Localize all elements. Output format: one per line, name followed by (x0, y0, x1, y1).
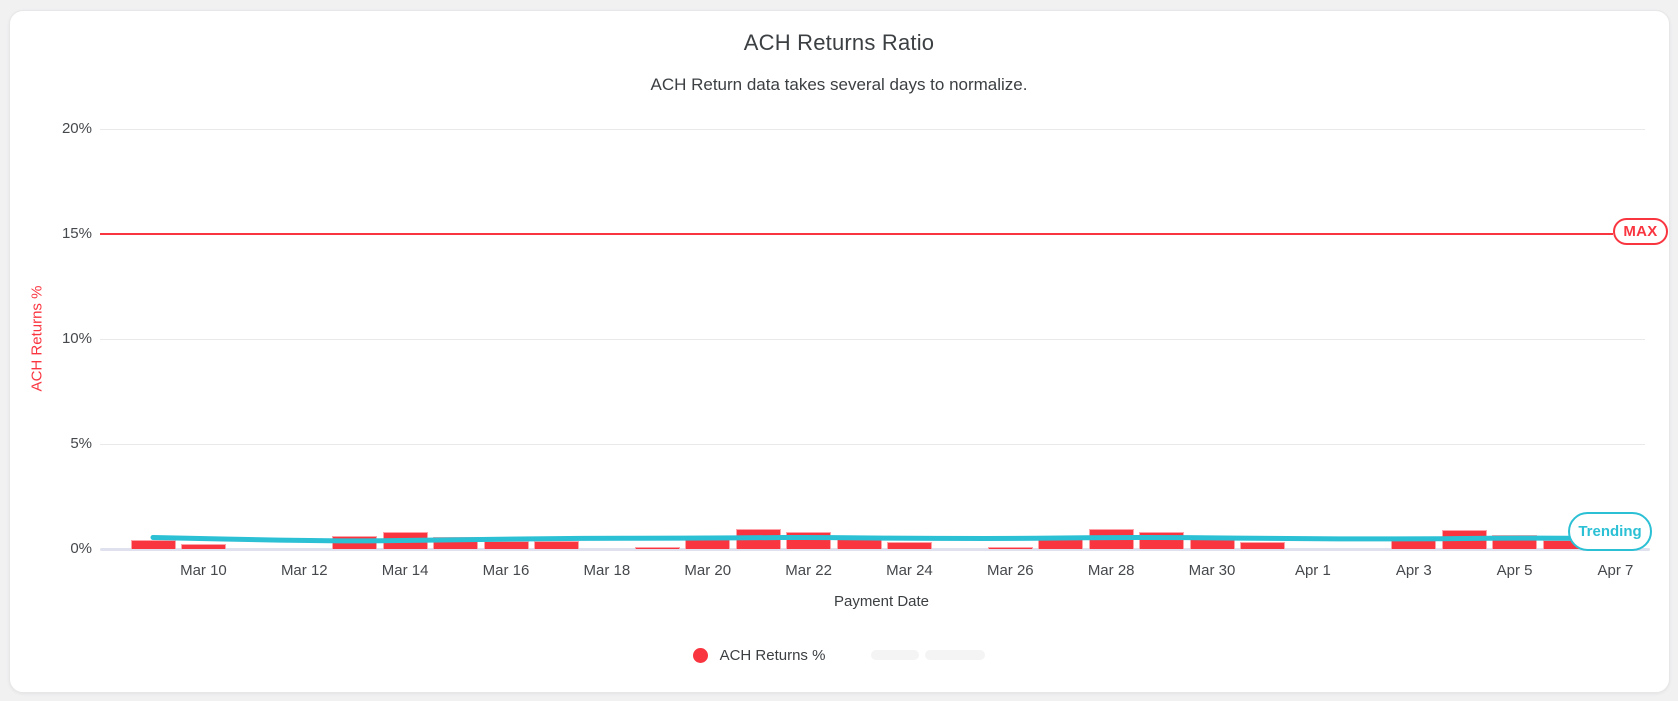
bar-Mar-16 (483, 541, 529, 549)
legend: ACH Returns % (0, 641, 1678, 669)
legend-item-ach-returns[interactable]: ACH Returns % (692, 646, 826, 664)
x-tick-Mar-28: Mar 28 (1087, 562, 1135, 579)
legend-label: ACH Returns % (719, 646, 826, 664)
bar-Mar-28 (1088, 529, 1134, 549)
bar-Mar-26 (987, 547, 1033, 549)
x-tick-Mar-14: Mar 14 (381, 562, 429, 579)
bar-Mar-13 (332, 536, 378, 549)
gridline-5% (100, 444, 1645, 445)
bar-Mar-14 (382, 532, 428, 549)
bar-Mar-9 (130, 540, 176, 549)
bar-Mar-31 (1239, 542, 1285, 549)
x-tick-Mar-10: Mar 10 (180, 562, 227, 579)
bar-Mar-17 (533, 541, 579, 549)
x-tick-Mar-24: Mar 24 (886, 562, 933, 579)
bar-Mar-10 (180, 544, 226, 549)
y-tick-5%: 5% (70, 435, 92, 452)
gridline-10% (100, 339, 1645, 340)
max-threshold-line (100, 233, 1613, 235)
y-tick-0%: 0% (70, 540, 92, 557)
bar-Mar-20 (685, 536, 731, 549)
gridline-20% (100, 129, 1645, 130)
bar-Mar-15 (433, 537, 479, 549)
x-tick-Mar-12: Mar 12 (280, 562, 328, 579)
bar-Mar-23 (836, 538, 882, 549)
faded-legend-item (871, 650, 986, 660)
x-tick-Mar-30: Mar 30 (1188, 562, 1236, 579)
bar-Apr-4 (1441, 530, 1487, 549)
y-tick-10%: 10% (61, 330, 92, 347)
y-tick-15%: 15% (61, 225, 92, 242)
bar-Apr-5 (1492, 535, 1538, 549)
x-axis-baseline (100, 548, 1650, 551)
bar-Mar-21 (735, 529, 781, 549)
x-tick-Mar-20: Mar 20 (684, 562, 732, 579)
faded-legend-text (925, 650, 986, 660)
x-tick-Apr-5: Apr 5 (1496, 562, 1533, 579)
x-tick-Apr-7: Apr 7 (1597, 562, 1634, 579)
chart-card (9, 10, 1670, 693)
legend-marker-icon (692, 647, 708, 663)
bar-Mar-30 (1189, 538, 1235, 549)
y-tick-20%: 20% (61, 120, 92, 137)
bar-Mar-29 (1139, 532, 1185, 549)
x-tick-Mar-26: Mar 26 (986, 562, 1034, 579)
x-tick-Apr-3: Apr 3 (1395, 562, 1432, 579)
max-badge: MAX (1613, 218, 1668, 245)
faded-legend-marker (871, 650, 920, 660)
x-tick-Mar-16: Mar 16 (482, 562, 530, 579)
x-tick-Mar-18: Mar 18 (583, 562, 631, 579)
x-tick-Apr-1: Apr 1 (1294, 562, 1331, 579)
bar-Mar-22 (786, 532, 832, 549)
bar-Apr-3 (1391, 540, 1437, 549)
bar-Mar-24 (886, 542, 932, 549)
x-axis-title: Payment Date (833, 593, 930, 610)
bar-Mar-27 (1038, 538, 1084, 549)
chart-title: ACH Returns Ratio (743, 30, 935, 55)
bar-Mar-19 (634, 547, 680, 549)
x-tick-Mar-22: Mar 22 (785, 562, 832, 579)
chart-subtitle: ACH Return data takes several days to no… (650, 75, 1028, 94)
trending-badge: Trending (1568, 512, 1652, 551)
